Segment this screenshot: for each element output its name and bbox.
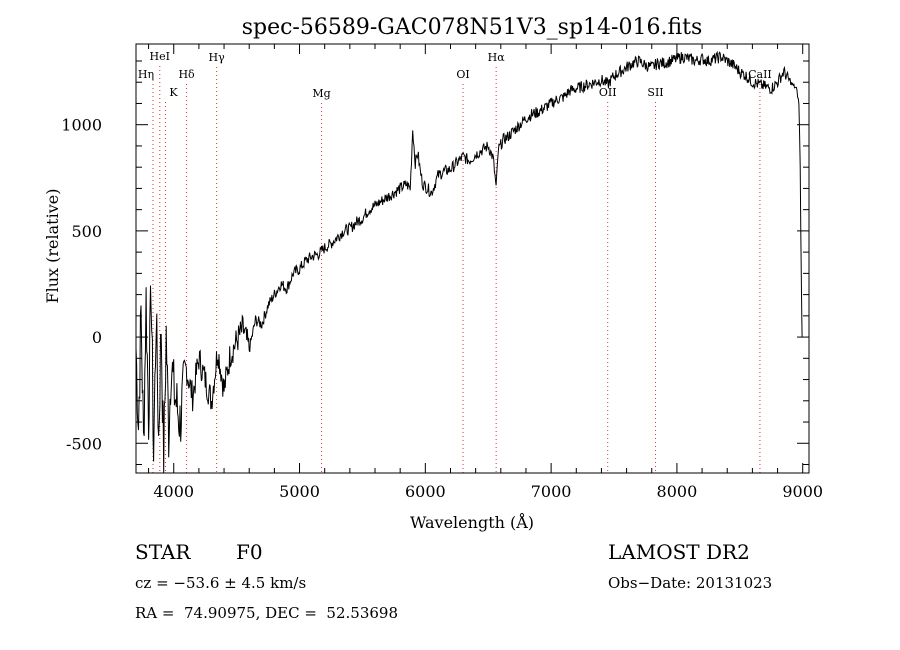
axis-ticks — [136, 44, 809, 473]
y-axis-label: Flux (relative) — [43, 189, 62, 304]
plot-frame — [135, 43, 810, 474]
spectral-line-label: Mg — [312, 87, 330, 100]
chart-title: spec-56589-GAC078N51V3_sp14-016.fits — [242, 15, 703, 40]
spectral-line-label: Hα — [488, 51, 506, 64]
survey-label: LAMOST DR2 — [608, 540, 750, 564]
spectral-line-label: Hδ — [178, 68, 195, 81]
spectral-line-label: OI — [456, 68, 469, 81]
star-class-label: STAR — [135, 540, 191, 564]
x-axis-label: Wavelength (Å) — [410, 512, 534, 532]
y-tick-label: 500 — [71, 222, 102, 241]
spectral-line-label: K — [169, 86, 178, 99]
y-tick-label: 0 — [92, 328, 102, 347]
x-tick-label: 4000 — [153, 482, 194, 501]
x-tick-label: 5000 — [279, 482, 320, 501]
star-subclass: F0 — [236, 540, 263, 564]
spectral-line-label: CaII — [748, 68, 772, 81]
x-tick-label: 8000 — [657, 482, 698, 501]
coordinates: RA = 74.90975, DEC = 52.53698 — [135, 604, 399, 622]
y-tick-label: -500 — [66, 434, 102, 453]
x-tick-label: 9000 — [782, 482, 823, 501]
spectral-line-label: Hγ — [209, 51, 226, 64]
cz-value: cz = −53.6 ± 4.5 km/s — [135, 574, 307, 592]
x-tick-label: 6000 — [405, 482, 446, 501]
x-tick-label: 7000 — [531, 482, 572, 501]
spectral-line-label: SII — [647, 86, 663, 99]
spectral-line-label: OII — [599, 86, 617, 99]
spectral-line-markers: HeI Hη KHδ Hγ Mg OI Hα OII SII CaII — [138, 50, 772, 473]
tick-labels: 4000 5000 6000 7000 8000 9000 -500 0 500 1000 — [61, 116, 823, 501]
spectral-line-label: HeI — [150, 50, 170, 63]
y-tick-label: 1000 — [61, 116, 102, 135]
obs-date: Obs−Date: 20131023 — [608, 574, 773, 592]
spectrum-series-line — [135, 50, 803, 474]
spectral-line-label: Hη — [138, 68, 154, 81]
